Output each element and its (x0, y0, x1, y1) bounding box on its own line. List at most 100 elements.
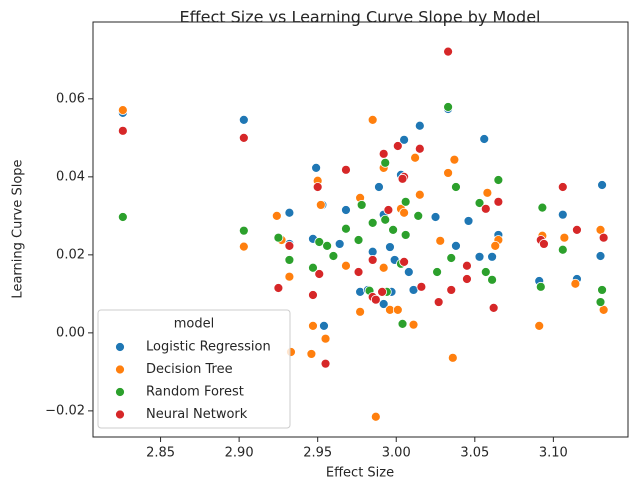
point (449, 154, 460, 165)
point (534, 320, 545, 331)
point (416, 281, 427, 292)
point (378, 148, 389, 159)
plot-frame (92, 21, 629, 438)
point (414, 120, 425, 131)
point (367, 114, 378, 125)
point (367, 217, 378, 228)
point (474, 198, 485, 208)
legend-label: Neural Network (146, 407, 248, 422)
point (493, 196, 504, 207)
legend-marker (115, 364, 125, 375)
point (314, 237, 325, 247)
point (385, 242, 395, 252)
point (284, 255, 295, 265)
point (315, 200, 326, 210)
legend-title: model (174, 317, 214, 332)
legend-marker (115, 387, 125, 397)
point (284, 240, 295, 251)
point (403, 267, 414, 277)
point (306, 349, 317, 359)
point (367, 246, 378, 257)
point (443, 102, 453, 112)
point (597, 285, 607, 295)
point (443, 46, 453, 57)
point (334, 239, 345, 249)
point (435, 235, 446, 246)
point (238, 132, 249, 143)
y-tick-label: −0.02 (45, 403, 85, 418)
point (353, 267, 364, 277)
point (380, 157, 391, 168)
legend-label: Decision Tree (146, 362, 233, 377)
point (488, 302, 499, 313)
chart-title: Effect Size vs Learning Curve Slope by M… (179, 8, 540, 27)
point (370, 411, 381, 422)
point (320, 333, 331, 344)
point (284, 271, 295, 282)
point (238, 114, 249, 125)
point (238, 241, 249, 252)
y-axis-label: Learning Curve Slope (11, 159, 26, 298)
point (271, 210, 282, 221)
point (479, 134, 490, 144)
point (490, 240, 501, 251)
point (388, 224, 399, 235)
legend-label: Logistic Regression (146, 340, 271, 355)
point (319, 320, 329, 331)
point (399, 207, 410, 218)
point (447, 352, 458, 363)
legend-marker (115, 342, 125, 352)
point (446, 253, 457, 263)
point (367, 255, 378, 265)
legend: model Logistic Regression Decision Tree Ran… (97, 309, 291, 429)
point (482, 187, 493, 198)
point (378, 262, 389, 273)
point (493, 175, 504, 185)
point (557, 244, 568, 255)
point (595, 297, 606, 307)
point (399, 134, 410, 145)
point (446, 285, 457, 295)
point (312, 182, 323, 192)
point (400, 230, 411, 240)
point (341, 260, 351, 271)
point (353, 235, 364, 245)
point (432, 267, 442, 277)
point (414, 189, 425, 200)
legend-label: Random Forest (146, 385, 244, 400)
point (341, 205, 351, 215)
point (474, 251, 485, 262)
legend-box (97, 309, 291, 429)
point (392, 304, 403, 315)
point (356, 200, 367, 210)
point (570, 278, 581, 289)
x-tick-label: 3.00 (382, 446, 411, 461)
point (308, 320, 318, 331)
point (487, 274, 497, 285)
point (328, 251, 339, 261)
point (284, 207, 295, 218)
point (487, 251, 497, 262)
point (480, 267, 491, 277)
legend-marker (115, 409, 125, 420)
point (430, 212, 441, 222)
point (539, 239, 549, 249)
point (117, 212, 128, 222)
point (572, 224, 582, 235)
point (537, 202, 548, 213)
point (341, 164, 351, 175)
point (117, 105, 128, 116)
x-tick-label: 2.95 (303, 446, 332, 461)
point (410, 152, 420, 163)
point (314, 269, 325, 279)
point (273, 283, 284, 293)
x-axis-label: Effect Size (326, 466, 394, 481)
point (117, 125, 128, 136)
point (320, 358, 331, 369)
x-tick-label: 3.05 (460, 446, 489, 461)
x-tick-label: 2.90 (225, 446, 254, 461)
point (370, 294, 381, 305)
y-tick-label: 0.00 (56, 325, 85, 340)
point (392, 141, 403, 151)
